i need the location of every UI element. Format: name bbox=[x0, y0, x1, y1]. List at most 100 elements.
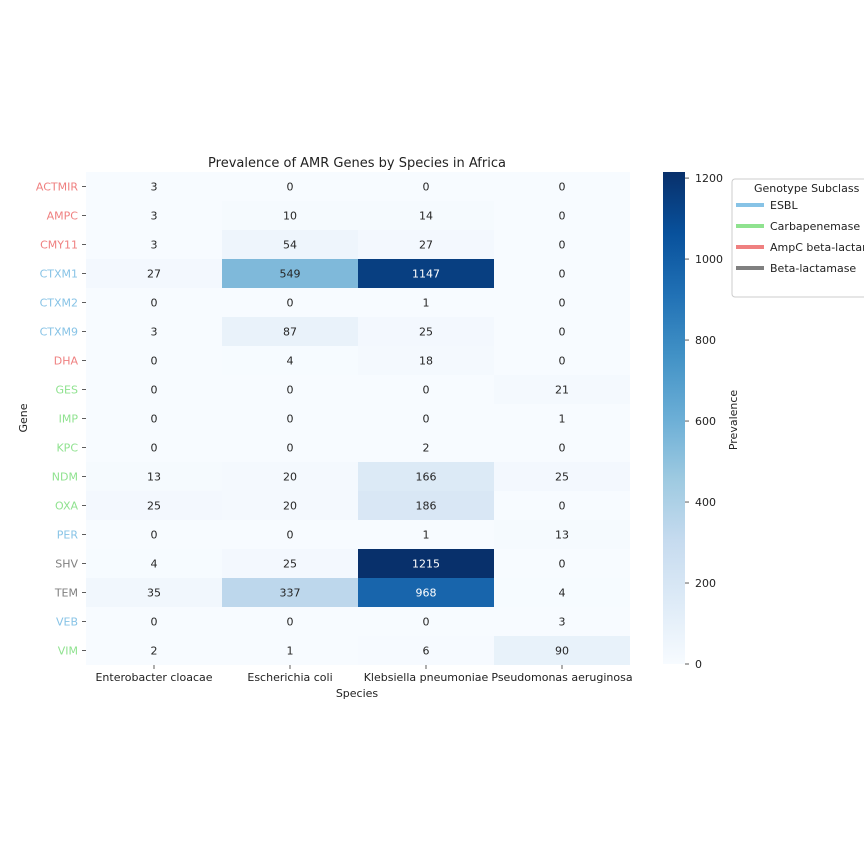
heatmap-cell bbox=[86, 433, 222, 462]
heatmap-cell bbox=[494, 433, 630, 462]
heatmap-cell bbox=[358, 404, 494, 433]
legend-entry-label: ESBL bbox=[770, 199, 798, 212]
cell-value-label: 3 bbox=[151, 239, 158, 252]
heatmap-cell bbox=[494, 462, 630, 491]
legend-entry-label: Beta-lactamase bbox=[770, 262, 856, 275]
x-tick-label: Pseudomonas aeruginosa bbox=[491, 671, 632, 684]
cell-value-label: 0 bbox=[559, 297, 566, 310]
cell-value-label: 0 bbox=[559, 181, 566, 194]
cell-value-label: 0 bbox=[423, 413, 430, 426]
heatmap-cell bbox=[222, 201, 358, 230]
heatmap-cell bbox=[358, 607, 494, 636]
heatmap-cell bbox=[494, 520, 630, 549]
heatmap-cell bbox=[86, 230, 222, 259]
cell-value-label: 0 bbox=[423, 181, 430, 194]
y-tick-label: CMY11 bbox=[40, 239, 78, 252]
cell-value-label: 0 bbox=[151, 384, 158, 397]
cell-value-label: 0 bbox=[151, 297, 158, 310]
heatmap-cell bbox=[358, 433, 494, 462]
heatmap-cell bbox=[494, 259, 630, 288]
cell-value-label: 21 bbox=[555, 384, 569, 397]
y-tick-label: GES bbox=[56, 384, 78, 397]
heatmap-cell bbox=[494, 404, 630, 433]
heatmap-cell bbox=[222, 404, 358, 433]
heatmap-cell bbox=[358, 375, 494, 404]
cell-value-label: 0 bbox=[559, 268, 566, 281]
heatmap-cell bbox=[86, 636, 222, 665]
heatmap-cell bbox=[86, 201, 222, 230]
heatmap-cell bbox=[222, 230, 358, 259]
cell-value-label: 166 bbox=[416, 471, 437, 484]
cell-value-label: 87 bbox=[283, 326, 297, 339]
colorbar-gradient bbox=[663, 172, 685, 664]
colorbar-tick-label: 800 bbox=[695, 334, 716, 347]
heatmap-cell bbox=[494, 230, 630, 259]
cell-value-label: 0 bbox=[559, 210, 566, 223]
heatmap-cell bbox=[494, 317, 630, 346]
colorbar-tick-label: 1200 bbox=[695, 172, 723, 185]
x-tick-label: Escherichia coli bbox=[247, 671, 332, 684]
x-tick-label: Klebsiella pneumoniae bbox=[364, 671, 489, 684]
cell-value-label: 0 bbox=[559, 239, 566, 252]
heatmap-cell bbox=[222, 520, 358, 549]
heatmap-cell bbox=[86, 288, 222, 317]
x-axis-label: Species bbox=[336, 687, 379, 700]
cell-value-label: 54 bbox=[283, 239, 297, 252]
heatmap-cell bbox=[86, 462, 222, 491]
y-tick-label: VIM bbox=[58, 645, 78, 658]
colorbar: 0 200 400 600 800 1000 1200 bbox=[663, 172, 723, 671]
cell-value-label: 1 bbox=[287, 645, 294, 658]
heatmap-cell bbox=[494, 288, 630, 317]
heatmap-cell bbox=[358, 172, 494, 201]
cell-value-label: 3 bbox=[151, 326, 158, 339]
cell-value-label: 35 bbox=[147, 587, 161, 600]
heatmap-cell bbox=[358, 259, 494, 288]
heatmap-cell bbox=[86, 259, 222, 288]
cell-value-label: 0 bbox=[151, 529, 158, 542]
colorbar-tick-label: 400 bbox=[695, 496, 716, 509]
heatmap-cell bbox=[222, 172, 358, 201]
cell-value-label: 25 bbox=[283, 558, 297, 571]
heatmap-cell bbox=[222, 491, 358, 520]
heatmap-cell bbox=[358, 520, 494, 549]
cell-value-label: 4 bbox=[559, 587, 566, 600]
cell-value-label: 0 bbox=[287, 442, 294, 455]
cell-value-label: 1215 bbox=[412, 558, 440, 571]
heatmap-cell bbox=[222, 259, 358, 288]
cell-value-label: 0 bbox=[287, 181, 294, 194]
cell-value-label: 6 bbox=[423, 645, 430, 658]
cell-value-label: 0 bbox=[559, 558, 566, 571]
heatmap-cell bbox=[86, 172, 222, 201]
heatmap-cell bbox=[222, 607, 358, 636]
chart-title: Prevalence of AMR Genes by Species in Af… bbox=[208, 156, 506, 171]
cell-value-label: 20 bbox=[283, 471, 297, 484]
y-tick-label: OXA bbox=[55, 500, 78, 513]
y-tick-label: AMPC bbox=[47, 210, 79, 223]
cell-value-label: 0 bbox=[287, 529, 294, 542]
cell-value-label: 0 bbox=[423, 384, 430, 397]
cell-value-label: 13 bbox=[147, 471, 161, 484]
heatmap-cell bbox=[494, 578, 630, 607]
legend-title: Genotype Subclass bbox=[754, 182, 860, 195]
cell-value-label: 0 bbox=[559, 326, 566, 339]
heatmap-cell bbox=[222, 433, 358, 462]
heatmap-cell bbox=[86, 404, 222, 433]
y-tick-label: DHA bbox=[54, 355, 79, 368]
cell-value-label: 0 bbox=[423, 616, 430, 629]
cell-value-label: 0 bbox=[287, 297, 294, 310]
colorbar-tick-label: 1000 bbox=[695, 253, 723, 266]
cell-value-label: 4 bbox=[287, 355, 294, 368]
cell-value-label: 1 bbox=[423, 297, 430, 310]
heatmap-grid: 3 0 0 03 10 14 03 54 27 027 549 1147 00 0 1 03 87 25 00 4 18… bbox=[86, 172, 630, 665]
heatmap-cell bbox=[86, 607, 222, 636]
colorbar-tick-label: 600 bbox=[695, 415, 716, 428]
colorbar-label: Prevalence bbox=[727, 390, 740, 451]
cell-value-label: 0 bbox=[287, 616, 294, 629]
heatmap-cell bbox=[494, 172, 630, 201]
heatmap-cell bbox=[358, 230, 494, 259]
heatmap-cell bbox=[494, 491, 630, 520]
heatmap-cell bbox=[494, 375, 630, 404]
cell-value-label: 3 bbox=[151, 210, 158, 223]
cell-value-label: 25 bbox=[419, 326, 433, 339]
